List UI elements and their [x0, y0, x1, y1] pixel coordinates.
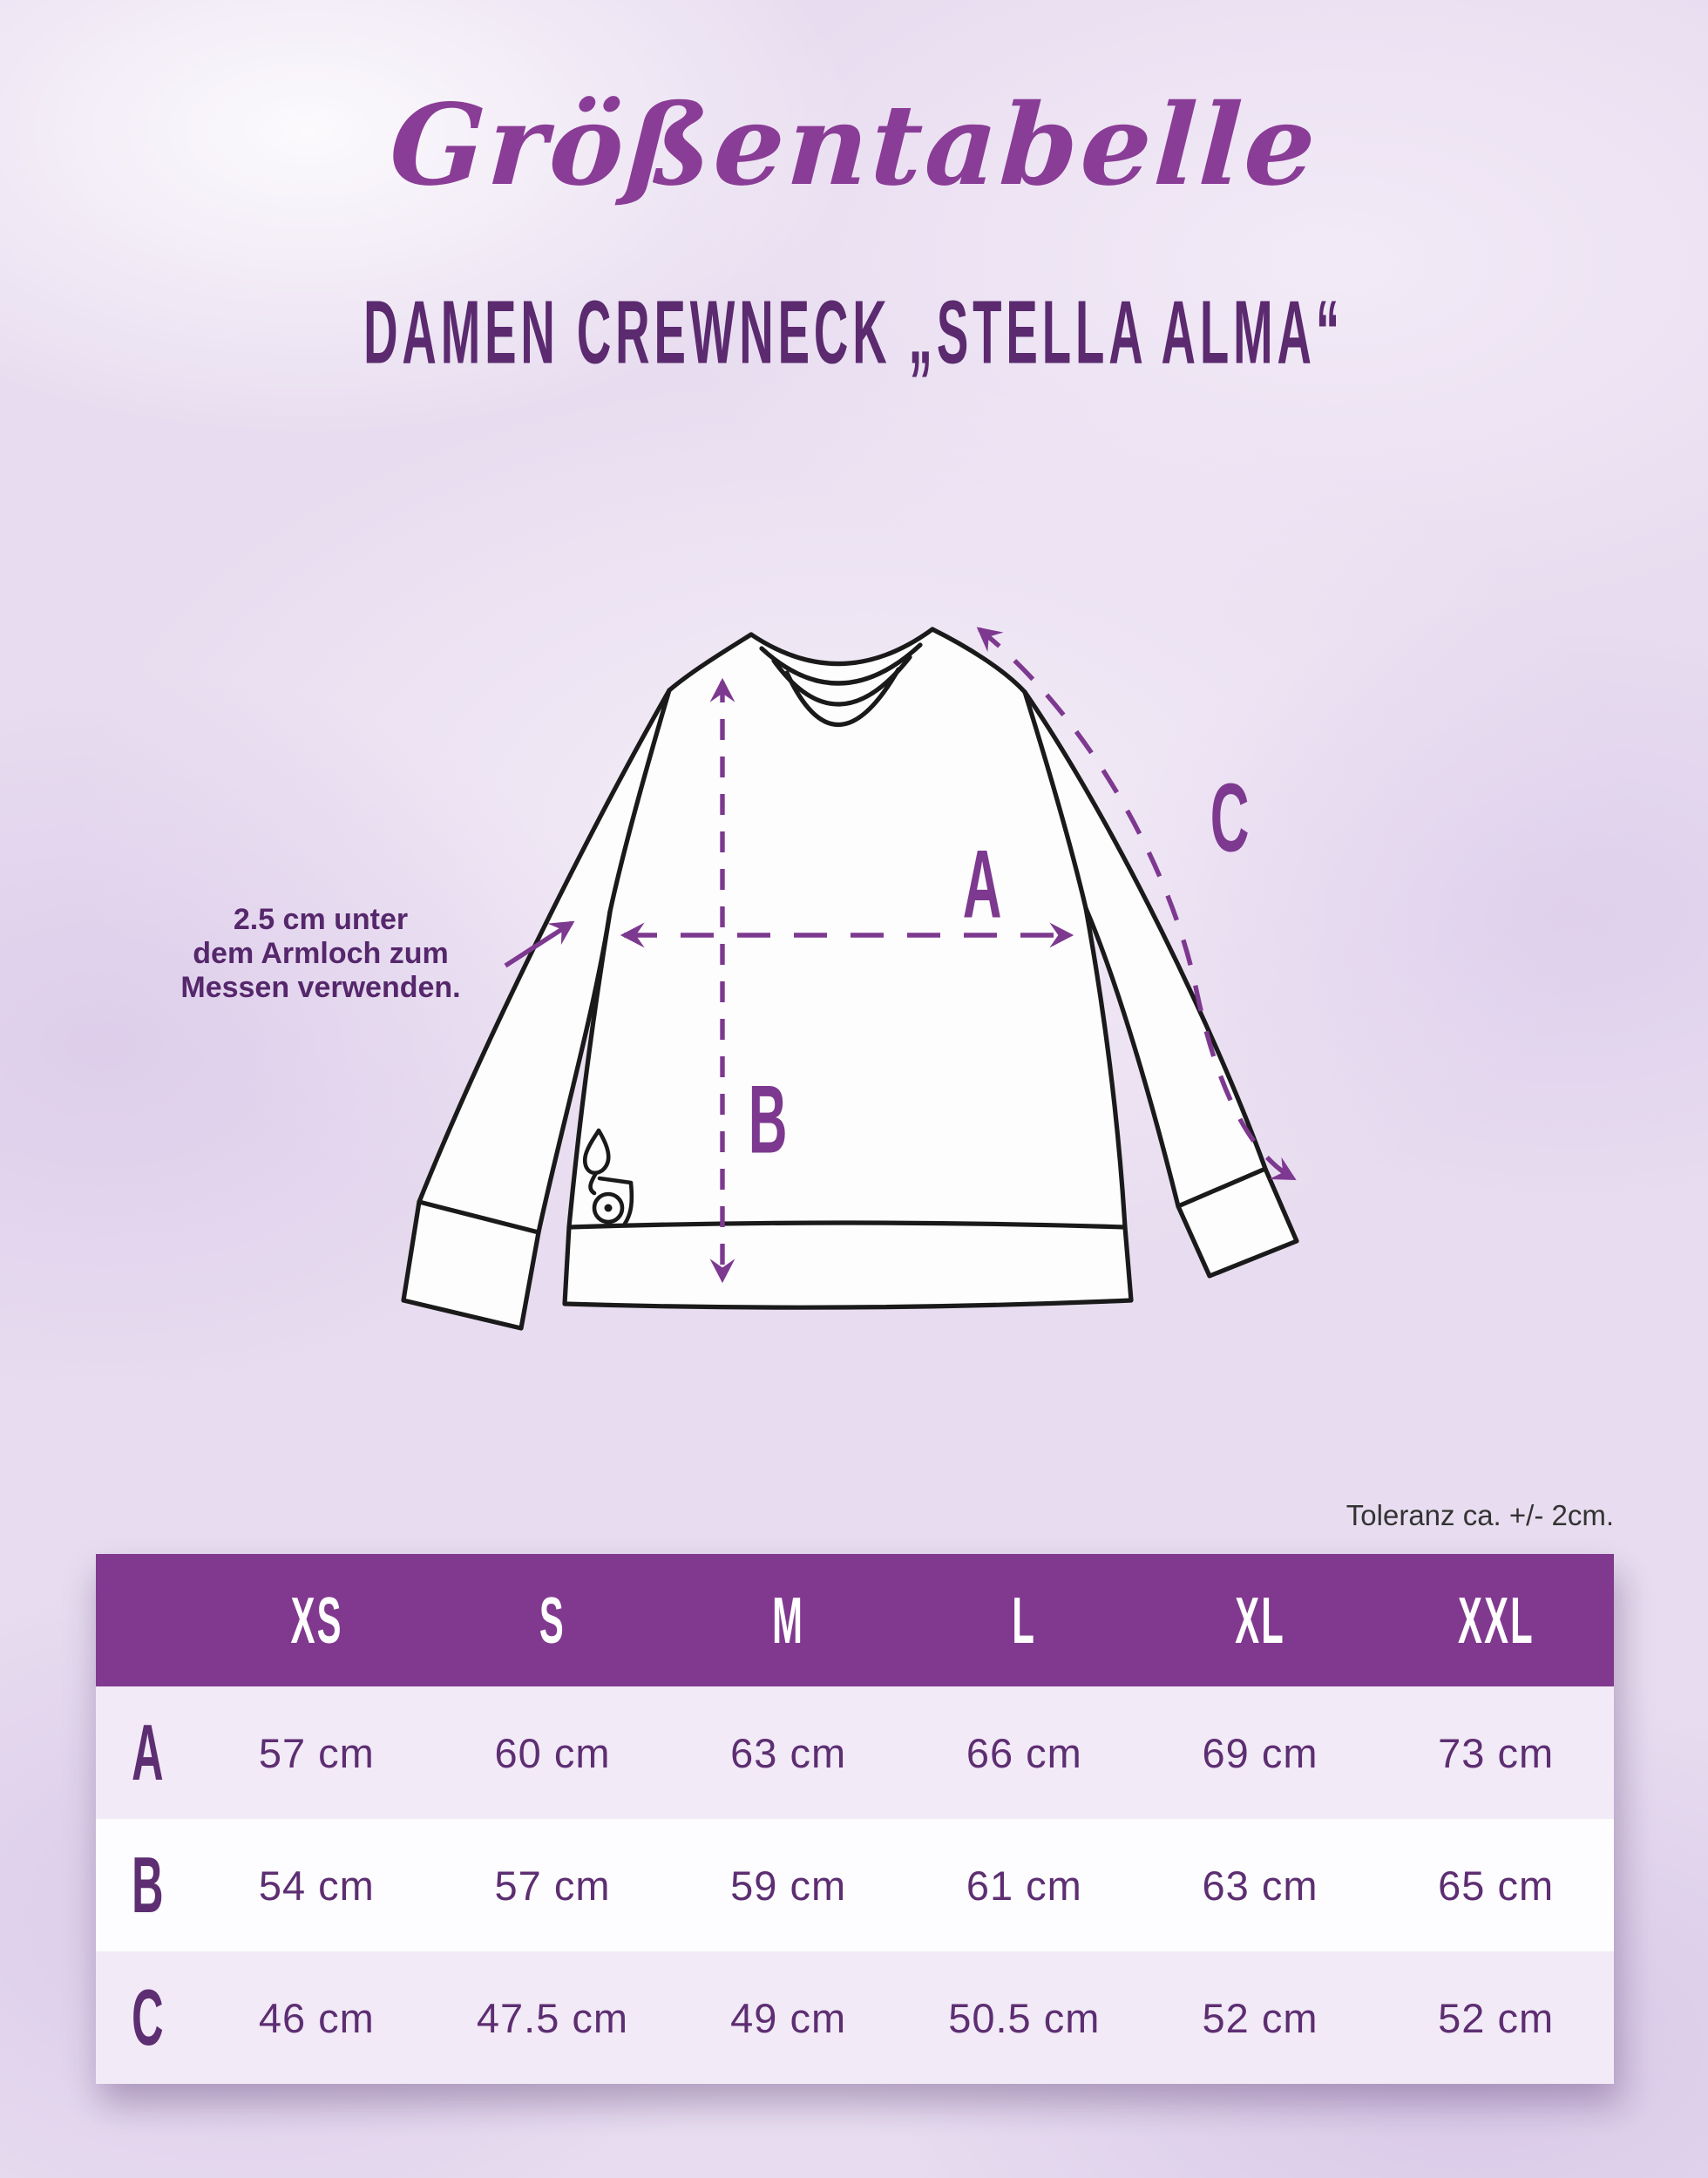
- size-table: XS S M L XL XXL A 57 cm 60 cm 63 cm 66 c…: [96, 1554, 1614, 2084]
- armhole-note-line: Messen verwenden.: [180, 971, 461, 1004]
- value-b-xl: 63 cm: [1202, 1862, 1318, 1909]
- row-label-c: C: [131, 1973, 164, 2062]
- column-header-xs: XS: [290, 1583, 343, 1658]
- value-c-xs: 46 cm: [258, 1994, 375, 2041]
- value-b-l: 61 cm: [966, 1862, 1082, 1909]
- value-a-xs: 57 cm: [258, 1729, 375, 1776]
- value-a-xxl: 73 cm: [1438, 1729, 1555, 1776]
- candle-logo-icon: [583, 1128, 634, 1226]
- measure-line-c: [976, 627, 1297, 1181]
- value-a-xl: 69 cm: [1202, 1729, 1318, 1776]
- armhole-note: 2.5 cm unter dem Armloch zum Messen verw…: [150, 903, 491, 1005]
- column-header-l: L: [1012, 1583, 1037, 1658]
- value-b-s: 57 cm: [494, 1862, 611, 1909]
- value-c-l: 50.5 cm: [948, 1994, 1101, 2041]
- measurement-lines: [504, 627, 1297, 1284]
- table-row-b: B 54 cm 57 cm 59 cm 61 cm 63 cm 65 cm: [96, 1819, 1614, 1951]
- column-header-xxl: XXL: [1457, 1583, 1535, 1658]
- value-c-s: 47.5 cm: [476, 1994, 629, 2041]
- value-a-l: 66 cm: [966, 1729, 1082, 1776]
- armhole-note-line: dem Armloch zum: [193, 937, 449, 970]
- value-c-m: 49 cm: [730, 1994, 847, 2041]
- note-arrow: [504, 920, 575, 968]
- table-row-c: C 46 cm 47.5 cm 49 cm 50.5 cm 52 cm 52 c…: [96, 1951, 1614, 2084]
- value-a-s: 60 cm: [494, 1729, 611, 1776]
- collar-rim: [749, 627, 935, 667]
- value-c-xl: 52 cm: [1202, 1994, 1318, 2041]
- label-measure-c: C: [1210, 763, 1250, 873]
- collar-band-bottom: [784, 667, 901, 728]
- value-b-xs: 54 cm: [258, 1862, 375, 1909]
- collar-rib-1: [759, 642, 923, 686]
- value-b-xxl: 65 cm: [1438, 1862, 1555, 1909]
- label-measure-b: B: [748, 1065, 788, 1175]
- label-measure-a: A: [962, 830, 1002, 940]
- column-header-m: M: [772, 1583, 805, 1658]
- size-table-header-row: XS S M L XL XXL: [96, 1554, 1614, 1686]
- product-subtitle-text: Damen Crewneck „Stella Alma“: [363, 281, 1345, 383]
- value-b-m: 59 cm: [730, 1862, 847, 1909]
- value-c-xxl: 52 cm: [1438, 1994, 1555, 2041]
- value-a-m: 63 cm: [730, 1729, 847, 1776]
- column-header-xl: XL: [1235, 1583, 1285, 1658]
- row-label-a: A: [131, 1708, 164, 1797]
- column-header-s: S: [539, 1583, 566, 1658]
- table-row-a: A 57 cm 60 cm 63 cm 66 cm 69 cm 73 cm: [96, 1686, 1614, 1819]
- row-label-b: B: [131, 1841, 164, 1930]
- tolerance-note: Toleranz ca. +/- 2cm.: [1345, 1499, 1614, 1531]
- armhole-note-line: 2.5 cm unter: [233, 903, 409, 936]
- product-subtitle: Damen Crewneck „Stella Alma“: [0, 282, 1708, 383]
